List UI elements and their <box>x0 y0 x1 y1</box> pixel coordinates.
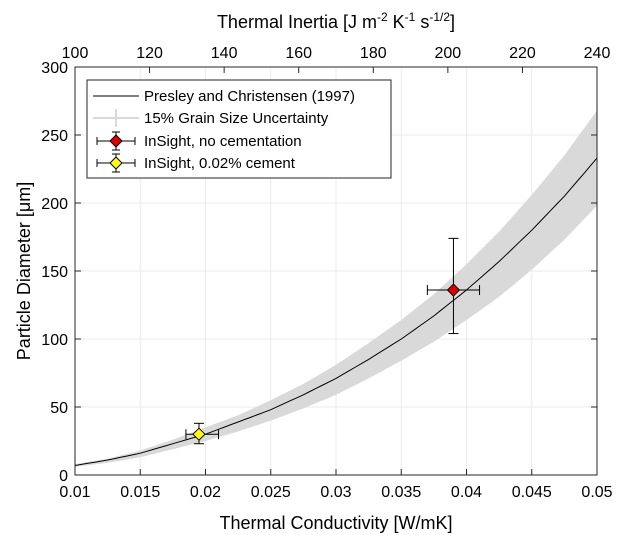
diamond-marker <box>446 283 461 297</box>
y-tick-label: 200 <box>41 196 68 213</box>
x-tick-label: 0.01 <box>59 484 90 501</box>
model-curve <box>74 157 598 466</box>
top-tick-label: 140 <box>211 45 238 62</box>
diamond-marker <box>192 427 206 441</box>
y-tick-label: 100 <box>41 332 68 349</box>
top-tick-label: 160 <box>285 45 312 62</box>
x-tick-label: 0.045 <box>512 484 552 501</box>
y-tick-label: 250 <box>41 128 68 145</box>
data-point-1 <box>426 237 481 335</box>
top-axis-title-mid2: s <box>415 12 429 32</box>
y-tick-label: 0 <box>59 468 68 485</box>
legend-diamond-marker <box>109 134 123 148</box>
top-axis-title-mid1: K <box>388 12 405 32</box>
top-tick-label: 200 <box>435 45 462 62</box>
x-tick-label: 0.025 <box>251 484 291 501</box>
top-axis-title-exp1: -2 <box>377 10 388 24</box>
legend-label: InSight, 0.02% cement <box>144 155 296 172</box>
top-tick-label: 220 <box>509 45 536 62</box>
x-tick-label: 0.04 <box>451 484 482 501</box>
legend-entry-2: 15% Grain Size Uncertainty <box>93 109 329 127</box>
uncertainty-band <box>75 110 597 467</box>
legend-entry-1: Presley and Christensen (1997) <box>93 88 355 105</box>
legend-entry-3: InSight, no cementation <box>96 131 302 151</box>
uncertainty-band-area <box>75 110 597 467</box>
top-axis-title-prefix: Thermal Inertia [J m <box>217 12 377 32</box>
y-tick-label: 150 <box>41 264 68 281</box>
y-tick-label: 50 <box>50 400 68 417</box>
y-axis-title: Particle Diameter [μm] <box>14 182 34 360</box>
y-tick-label: 300 <box>41 60 68 77</box>
legend-label: 15% Grain Size Uncertainty <box>144 110 329 127</box>
model-curve-line <box>74 157 598 466</box>
legend: Presley and Christensen (1997) 15% Grain … <box>86 79 392 179</box>
legend-label: Presley and Christensen (1997) <box>144 88 355 105</box>
data-points <box>185 237 481 445</box>
top-tick-label: 180 <box>360 45 387 62</box>
legend-entry-4: InSight, 0.02% cement <box>96 153 296 173</box>
top-axis-title: Thermal Inertia [J m-2 K-1 s-1/2] <box>217 10 455 32</box>
top-axis-title-exp3: -1/2 <box>429 10 450 24</box>
legend-diamond-marker <box>109 156 123 170</box>
x-axis-title: Thermal Conductivity [W/mK] <box>219 513 452 533</box>
data-point-2 <box>185 422 220 445</box>
x-tick-label: 0.05 <box>581 484 612 501</box>
top-axis-title-exp2: -1 <box>405 10 416 24</box>
x-tick-label: 0.03 <box>320 484 351 501</box>
top-axis-title-suffix: ] <box>450 12 455 32</box>
top-tick-label: 100 <box>62 45 89 62</box>
x-tick-label: 0.015 <box>120 484 160 501</box>
axis-ticks: 0.01 0.015 0.02 0.025 0.03 0.035 0.04 0.045 0.05… <box>41 45 612 501</box>
top-tick-label: 240 <box>584 45 611 62</box>
x-tick-label: 0.035 <box>381 484 421 501</box>
top-tick-label: 120 <box>136 45 163 62</box>
legend-label: InSight, no cementation <box>144 133 302 150</box>
x-tick-label: 0.02 <box>190 484 221 501</box>
